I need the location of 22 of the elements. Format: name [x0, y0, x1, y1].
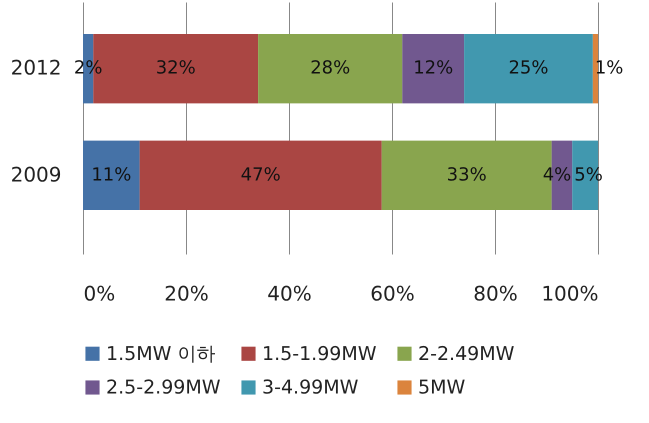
data-label: 47% [240, 164, 281, 186]
legend-label: 5MW [418, 376, 466, 398]
data-label: 12% [413, 58, 454, 79]
legend-label: 2.5-2.99MW [106, 376, 221, 398]
legend-label: 2-2.49MW [418, 342, 515, 365]
x-tick-label: 100% [541, 282, 598, 306]
legend-label: 3-4.99MW [262, 376, 359, 398]
data-label: 25% [508, 58, 548, 79]
data-label: 28% [310, 58, 350, 79]
data-label: 32% [156, 58, 196, 79]
data-label: 33% [446, 164, 487, 186]
y-tick-label: 2012 [10, 56, 62, 80]
y-tick-label: 2009 [10, 162, 62, 186]
x-tick-label: 0% [84, 282, 116, 306]
legend-label: 1.5-1.99MW [262, 342, 377, 365]
data-label: 11% [91, 164, 132, 186]
legend-label: 1.5MW 이하 [106, 342, 216, 365]
x-tick-label: 20% [164, 282, 209, 306]
x-tick-label: 80% [473, 282, 518, 306]
data-label: 2% [74, 58, 102, 79]
x-tick-label: 40% [267, 282, 312, 306]
x-tick-label: 60% [370, 282, 415, 306]
